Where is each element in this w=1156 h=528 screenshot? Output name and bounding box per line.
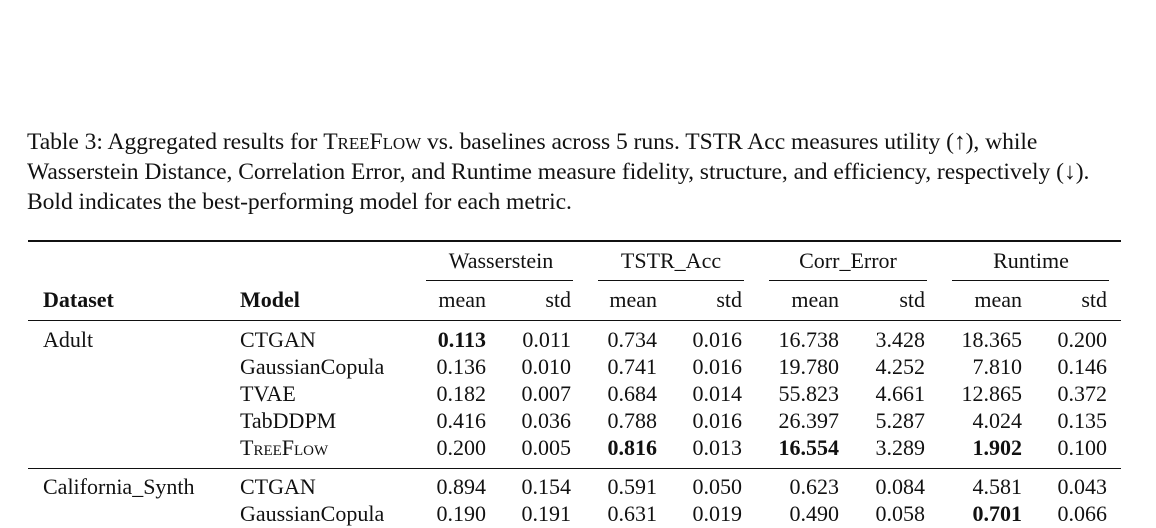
dataset-cell: California_Synth — [43, 474, 195, 500]
column-header-std-8: std — [907, 287, 1107, 313]
group-header-runtime: Runtime — [931, 248, 1131, 274]
caption-label: Table 3: — [27, 129, 103, 155]
group-header-tstr-acc: TSTR_Acc — [571, 248, 771, 274]
group-underline-1 — [426, 280, 573, 281]
value-cell: 0.100 — [907, 435, 1107, 461]
group-underline-3 — [769, 280, 927, 281]
table-caption: Table 3: Aggregated results for TreeFlow… — [27, 127, 1127, 217]
value-cell: 0.146 — [907, 354, 1107, 380]
value-cell: 0.066 — [907, 501, 1107, 527]
caption-text-1: Aggregated results for — [103, 129, 323, 155]
column-header-dataset: Dataset — [43, 287, 114, 313]
group-underline-2 — [598, 280, 744, 281]
value-cell: 0.200 — [907, 327, 1107, 353]
caption-treeflow: TreeFlow — [323, 129, 421, 155]
section-rule — [28, 468, 1121, 469]
value-cell: 0.135 — [907, 408, 1107, 434]
dataset-cell: Adult — [43, 327, 93, 353]
value-cell: 0.372 — [907, 381, 1107, 407]
group-header-corr-error: Corr_Error — [748, 248, 948, 274]
header-rule — [28, 320, 1121, 321]
top-rule — [28, 240, 1121, 242]
group-underline-4 — [952, 280, 1109, 281]
value-cell: 0.043 — [907, 474, 1107, 500]
